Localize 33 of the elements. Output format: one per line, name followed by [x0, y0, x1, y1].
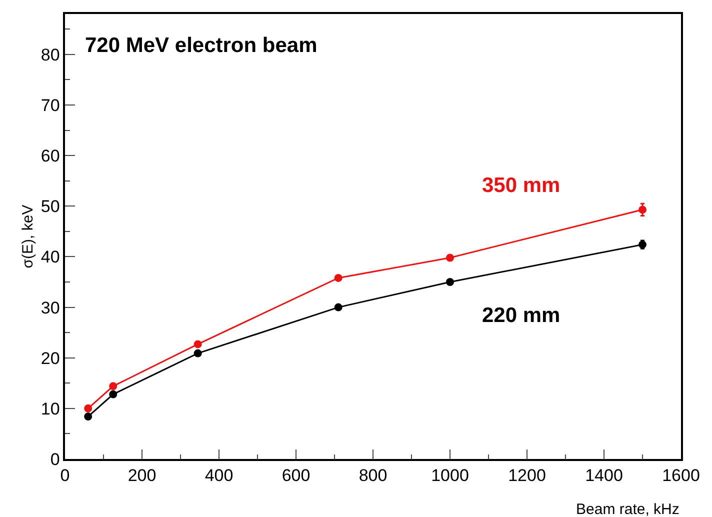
point	[109, 390, 118, 398]
x-tick-label: 600	[282, 466, 310, 486]
text: 720 MeV electron beam	[85, 34, 318, 57]
series-label: 350 mm	[482, 174, 560, 197]
point	[446, 278, 454, 286]
x-tick-label: 1200	[508, 466, 546, 486]
x-axis-title: Beam rate, kHz	[576, 501, 680, 517]
x-tick-label: 400	[204, 466, 234, 486]
series-label: 220 mm	[482, 304, 560, 327]
point	[334, 303, 342, 312]
point	[109, 382, 118, 390]
x-tick-label: 1400	[585, 466, 623, 486]
point	[194, 340, 202, 348]
point	[84, 412, 92, 421]
y-axis-title: σ(E), keV	[20, 204, 37, 268]
y-tick-label: 30	[40, 298, 60, 318]
point	[194, 349, 202, 358]
x-tick-label: 1600	[662, 466, 700, 486]
y-tick-label: 70	[40, 96, 60, 115]
point	[446, 254, 454, 262]
point	[84, 404, 92, 412]
y-tick-label: 80	[40, 45, 60, 64]
point	[334, 274, 342, 282]
point	[638, 206, 646, 214]
y-tick-label: 0	[50, 450, 60, 469]
y-tick-label: 20	[40, 348, 60, 368]
y-tick-label: 50	[40, 197, 60, 216]
y-tick-label: 60	[40, 146, 60, 166]
x-tick-label: 800	[358, 466, 388, 486]
x-tick-label: 1000	[431, 466, 469, 486]
x-tick-label: 200	[128, 466, 156, 486]
y-tick-label: 40	[40, 248, 60, 267]
y-tick-label: 10	[40, 399, 60, 418]
